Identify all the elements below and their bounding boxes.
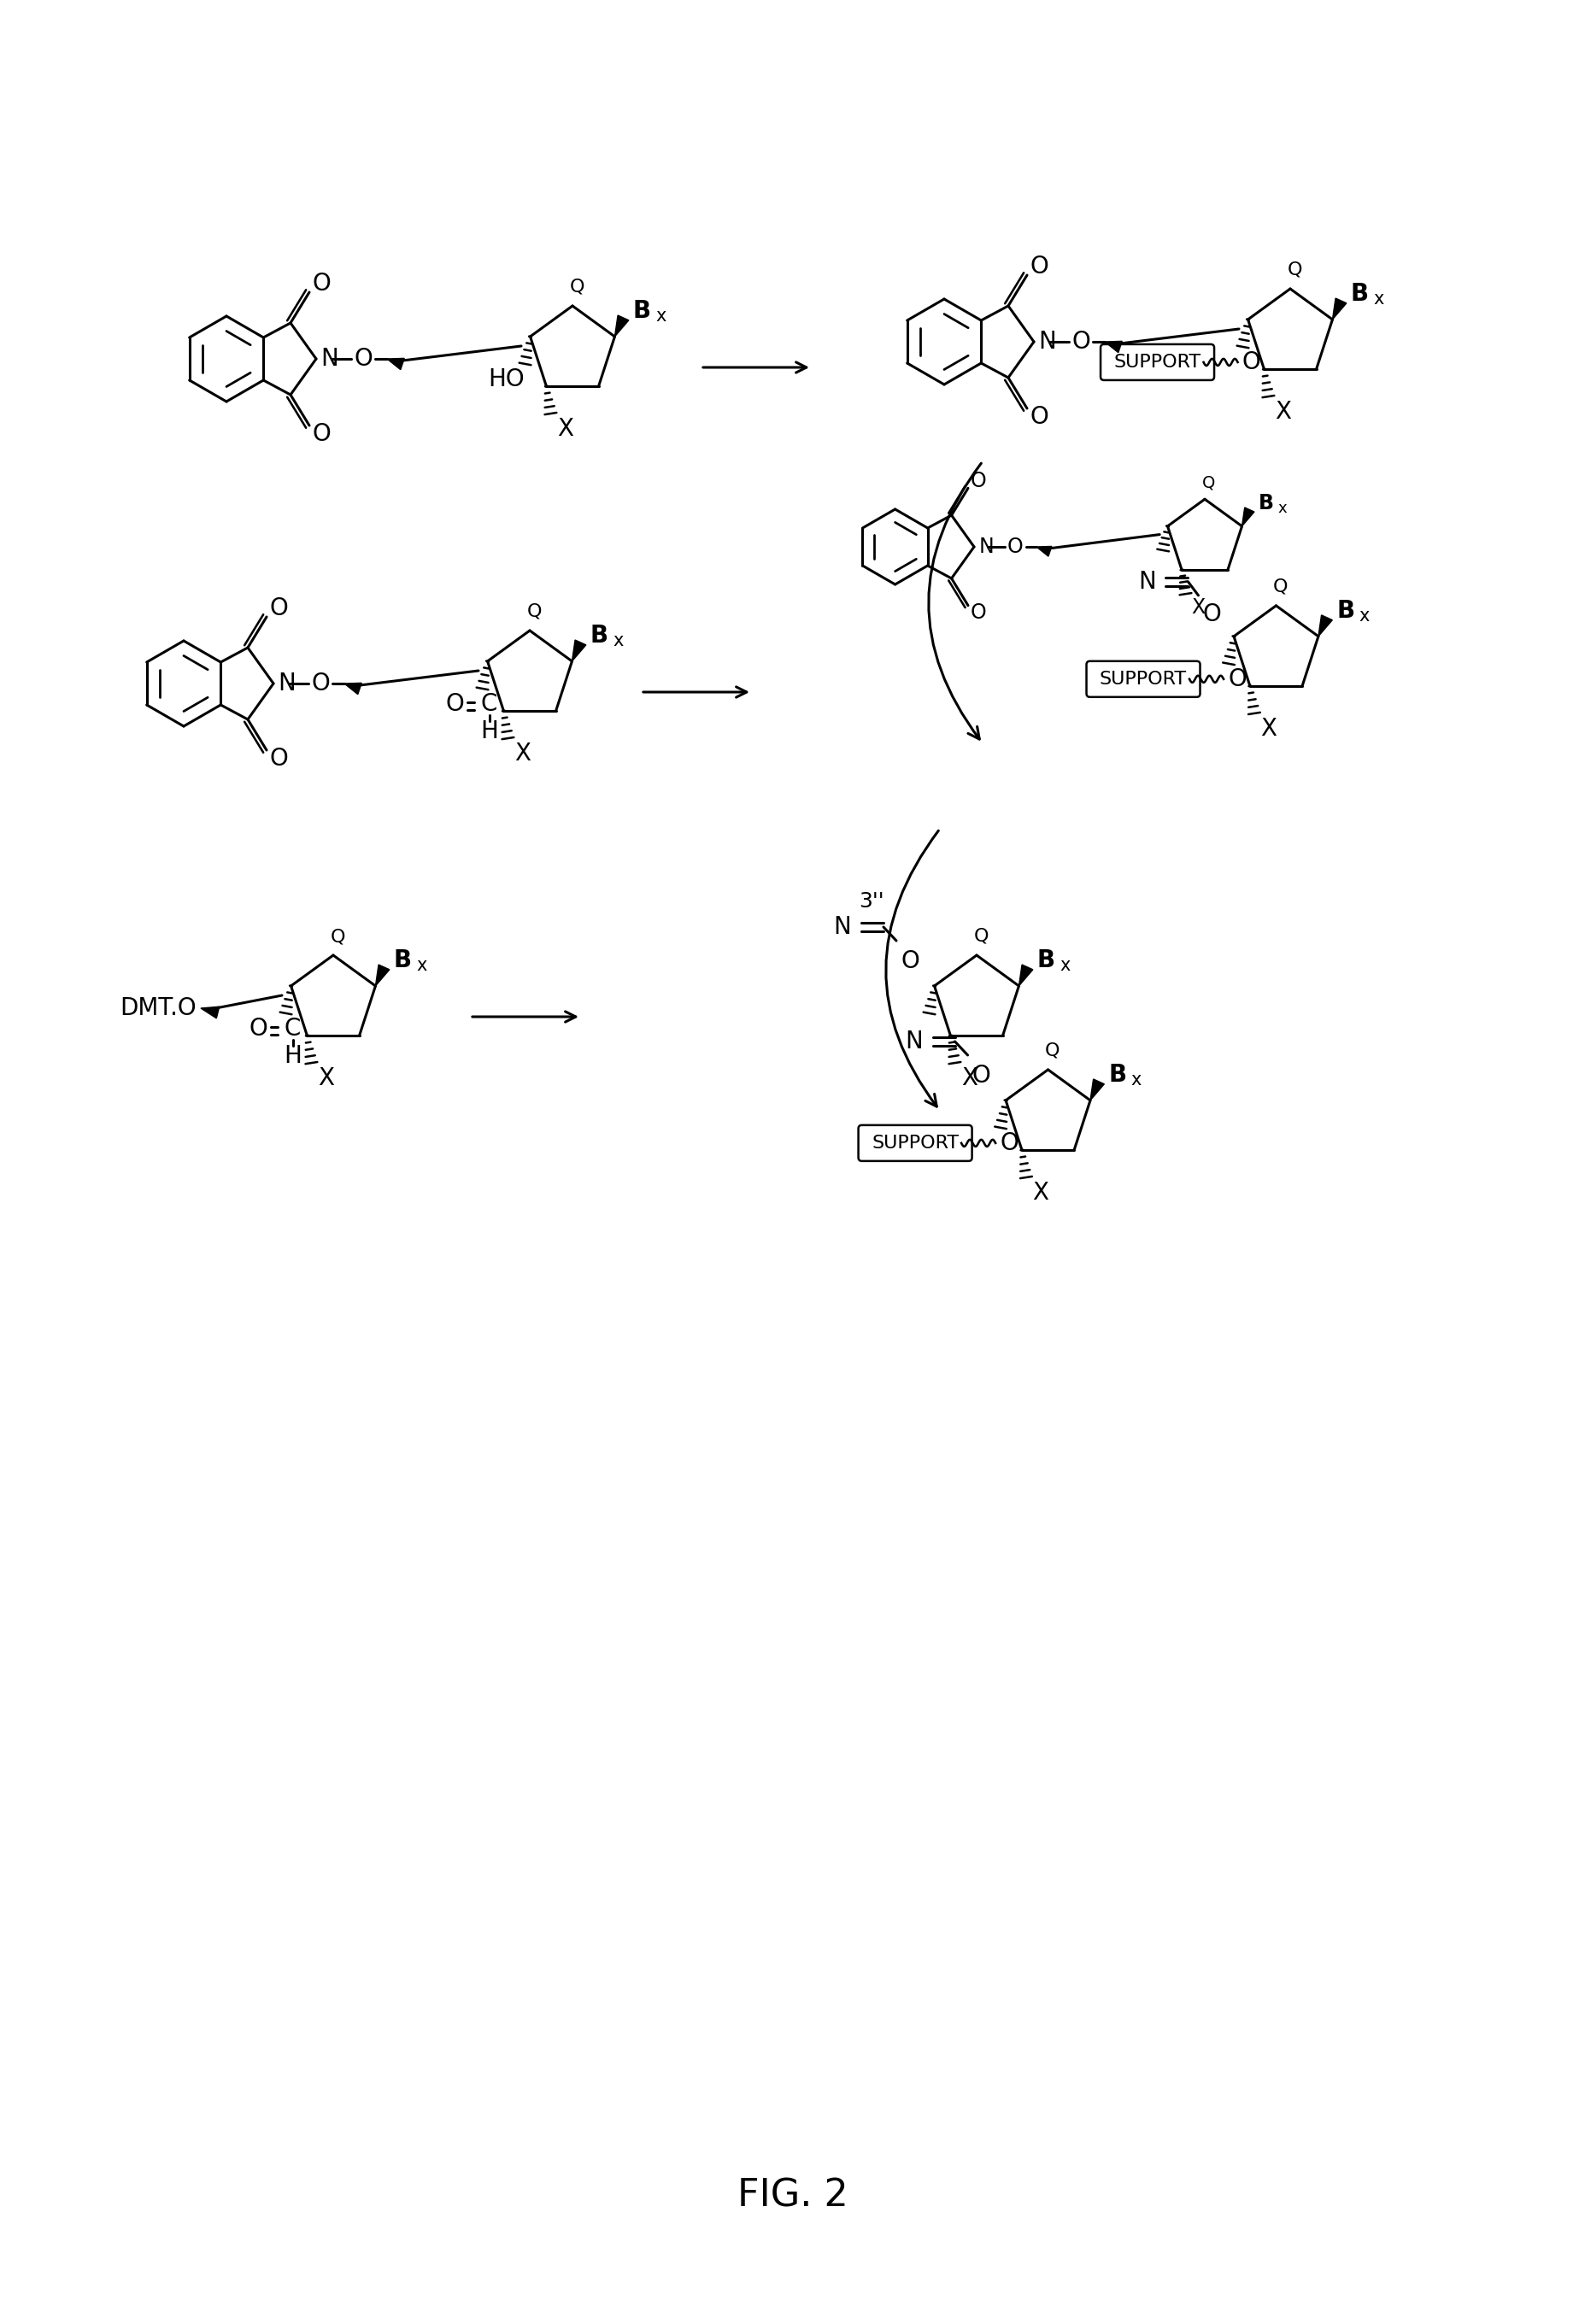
Text: SUPPORT: SUPPORT (1098, 672, 1186, 688)
Text: O: O (1227, 667, 1246, 690)
Text: O: O (312, 272, 330, 295)
Polygon shape (1241, 507, 1254, 525)
Text: X: X (1032, 1181, 1048, 1204)
Text: HO: HO (488, 367, 525, 390)
Text: N: N (1138, 569, 1155, 593)
Text: X: X (961, 1067, 976, 1090)
Text: C: C (480, 693, 498, 716)
Polygon shape (1331, 297, 1346, 318)
Text: O: O (311, 672, 330, 695)
Text: x: x (1130, 1071, 1141, 1088)
Text: O: O (972, 1064, 991, 1088)
Text: O: O (1071, 330, 1089, 353)
Text: x: x (417, 957, 426, 974)
Text: X: X (1274, 400, 1290, 423)
Text: FIG. 2: FIG. 2 (737, 2178, 848, 2215)
Text: x: x (1373, 290, 1384, 307)
Text: B: B (1257, 493, 1273, 514)
Text: N: N (978, 537, 994, 558)
Text: X: X (1260, 716, 1276, 741)
FancyBboxPatch shape (1086, 660, 1200, 697)
Text: O: O (312, 423, 330, 446)
Text: X: X (317, 1067, 334, 1090)
Text: SUPPORT: SUPPORT (1113, 353, 1200, 372)
Polygon shape (1018, 964, 1032, 985)
Text: x: x (1358, 607, 1369, 625)
Text: N: N (834, 916, 851, 939)
Text: O: O (353, 346, 372, 372)
Text: O: O (1000, 1132, 1018, 1155)
Text: x: x (655, 307, 666, 325)
Text: O: O (1201, 602, 1220, 625)
Text: Q: Q (973, 927, 987, 946)
Text: B: B (1108, 1062, 1125, 1088)
Polygon shape (376, 964, 390, 985)
FancyArrowPatch shape (886, 830, 938, 1106)
Text: O: O (970, 469, 986, 490)
Polygon shape (1317, 616, 1331, 637)
Text: Q: Q (526, 604, 540, 621)
Text: O: O (1006, 537, 1022, 558)
FancyArrowPatch shape (929, 462, 981, 739)
Text: H: H (284, 1043, 301, 1069)
Polygon shape (1037, 546, 1051, 555)
Text: x: x (612, 632, 623, 648)
Text: X: X (1190, 597, 1205, 618)
Polygon shape (1105, 342, 1122, 353)
Text: Q: Q (569, 279, 583, 295)
Text: O: O (970, 602, 986, 623)
Text: B: B (1037, 948, 1054, 971)
Polygon shape (615, 316, 628, 337)
Text: Q: Q (1045, 1043, 1059, 1060)
Text: SUPPORT: SUPPORT (872, 1134, 959, 1153)
Text: Q: Q (1201, 474, 1214, 490)
Text: O: O (269, 746, 288, 772)
Text: x: x (1059, 957, 1070, 974)
Polygon shape (344, 683, 361, 695)
FancyBboxPatch shape (1100, 344, 1214, 381)
Text: x: x (1278, 500, 1287, 516)
Text: H: H (480, 720, 498, 744)
Text: N: N (277, 672, 296, 695)
Text: O: O (1241, 351, 1260, 374)
Text: B: B (393, 948, 412, 971)
Text: 3'': 3'' (859, 890, 884, 911)
Text: C: C (284, 1016, 301, 1041)
Text: N: N (905, 1030, 922, 1053)
Text: X: X (556, 416, 572, 442)
Text: N: N (1038, 330, 1056, 353)
Text: O: O (249, 1016, 268, 1041)
FancyBboxPatch shape (857, 1125, 972, 1162)
Text: O: O (269, 597, 288, 621)
Polygon shape (201, 1006, 219, 1018)
Text: O: O (1029, 256, 1048, 279)
Text: B: B (1350, 281, 1368, 307)
Text: N: N (320, 346, 339, 372)
Polygon shape (1090, 1078, 1103, 1099)
Text: DMT.O: DMT.O (120, 997, 197, 1020)
Text: B: B (1336, 600, 1354, 623)
Polygon shape (387, 358, 404, 370)
Text: X: X (514, 741, 531, 765)
Text: Q: Q (1287, 263, 1301, 279)
Text: O: O (445, 693, 464, 716)
Text: B: B (590, 623, 609, 648)
Text: Q: Q (1273, 579, 1287, 595)
Text: O: O (1029, 404, 1048, 430)
Text: B: B (632, 300, 651, 323)
Text: O: O (900, 948, 919, 974)
Polygon shape (572, 639, 586, 662)
Text: Q: Q (330, 927, 346, 946)
